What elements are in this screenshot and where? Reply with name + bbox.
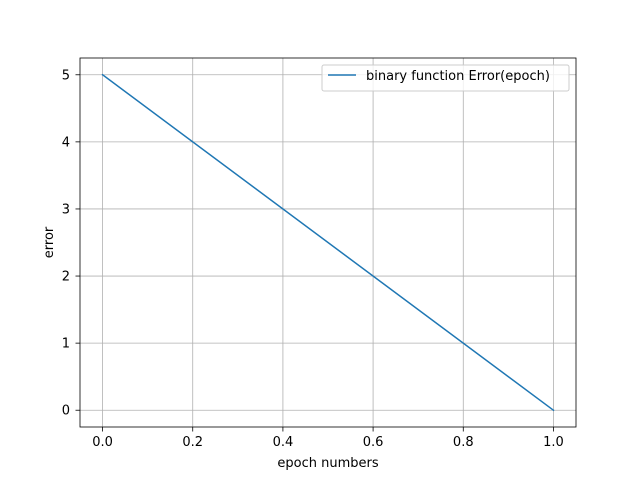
y-tick-label: 0	[62, 404, 70, 419]
legend-box	[321, 64, 570, 92]
x-tick-label: 1.0	[543, 435, 564, 450]
series-line	[101, 73, 555, 412]
y-tick-label: 5	[62, 68, 70, 83]
x-axis-label: epoch numbers	[277, 456, 378, 471]
y-axis-label: error	[42, 226, 57, 258]
y-tick-label: 3	[62, 202, 70, 217]
x-axis-ticks: 0.0 0.2 0.4 0.6 0.8 1.0	[92, 427, 564, 450]
x-tick-label: 0.8	[453, 435, 474, 450]
y-tick-label: 1	[62, 337, 70, 352]
x-tick-label: 0.2	[182, 435, 203, 450]
x-tick-label: 0.4	[273, 435, 294, 450]
x-tick-label: 0.0	[92, 435, 113, 450]
plot-frame	[79, 57, 577, 428]
y-tick-label: 4	[62, 135, 70, 150]
legend: binary function Error(epoch)	[321, 64, 570, 92]
legend-label: binary function Error(epoch)	[366, 69, 550, 84]
y-axis-ticks: 0 1 2 3 4 5	[62, 68, 80, 419]
series-layer	[101, 73, 555, 412]
y-tick-label: 2	[62, 270, 70, 285]
x-tick-label: 0.6	[363, 435, 384, 450]
